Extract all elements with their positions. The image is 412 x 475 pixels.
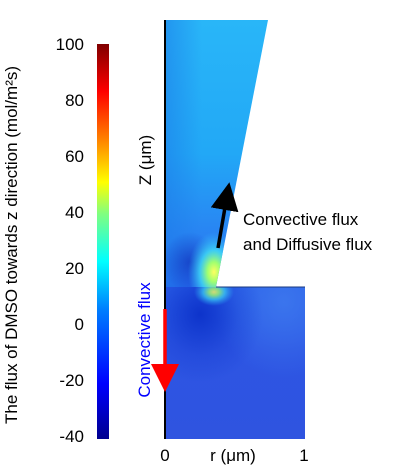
colorbar-tick: 80 xyxy=(65,91,84,110)
z-axis-label: Z (μm) xyxy=(136,135,155,185)
colorbar-tick: 0 xyxy=(75,315,84,334)
upper-flux-label-line2: and Diffusive flux xyxy=(243,235,373,254)
upper-channel-field xyxy=(165,20,268,287)
colorbar-ticks: 100 80 60 40 20 0 -20 -40 xyxy=(56,35,84,446)
colorbar-tick: -40 xyxy=(59,427,84,446)
colorbar-tick: 20 xyxy=(65,259,84,278)
colorbar-tick: 40 xyxy=(65,203,84,222)
colorbar-tick: 100 xyxy=(56,35,84,54)
lower-reservoir-field xyxy=(165,287,305,439)
upward-flux-arrow xyxy=(210,182,239,249)
r-tick-1: 1 xyxy=(299,446,308,465)
r-tick-0: 0 xyxy=(160,446,169,465)
colorbar xyxy=(97,44,109,439)
colorbar-tick: 60 xyxy=(65,147,84,166)
r-axis-label: r (μm) xyxy=(210,446,256,465)
lower-flux-label: Convective flux xyxy=(135,282,154,398)
colorbar-label: The flux of DMSO towards z direction (mo… xyxy=(2,66,21,424)
colorbar-tick: -20 xyxy=(59,371,84,390)
upper-flux-label-line1: Convective flux xyxy=(243,210,359,229)
